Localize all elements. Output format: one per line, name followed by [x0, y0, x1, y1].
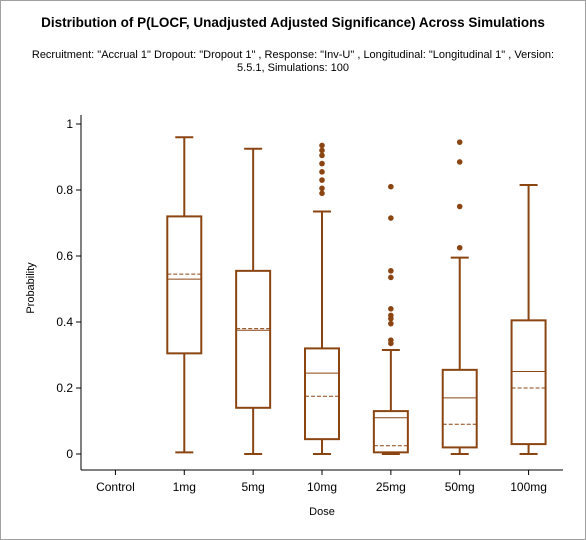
x-tick-label: 5mg — [241, 480, 264, 494]
chart-subtitle: Recruitment: "Accrual 1" Dropout: "Dropo… — [31, 49, 555, 74]
outlier-point — [319, 185, 325, 192]
x-tick-label: 50mg — [445, 480, 475, 494]
box-1mg — [166, 136, 203, 454]
y-axis-label: Probability — [25, 262, 37, 314]
y-tick-label: 0.2 — [56, 381, 73, 395]
iqr-box — [166, 215, 203, 355]
outlier-point — [456, 203, 463, 210]
chart-title: Distribution of P(LOCF, Unadjusted Adjus… — [41, 15, 545, 30]
outlier-point — [388, 215, 394, 221]
outlier-point — [388, 274, 394, 281]
box-50mg — [441, 139, 478, 455]
x-axis-label: Dose — [309, 506, 335, 518]
y-tick-label: 0 — [66, 447, 73, 461]
box-10mg — [304, 142, 340, 455]
iqr-box — [235, 269, 272, 409]
outlier-point — [388, 312, 394, 319]
box-100mg — [510, 184, 547, 455]
x-tick-label: 10mg — [307, 480, 337, 494]
x-tick-label: 25mg — [376, 480, 406, 494]
outlier-point — [319, 142, 325, 149]
outlier-point — [456, 159, 463, 165]
box-5mg — [235, 147, 272, 455]
boxes — [166, 136, 547, 455]
box-25mg — [372, 183, 409, 455]
outlier-point — [319, 190, 325, 197]
outlier-point — [319, 160, 325, 167]
iqr-box — [304, 347, 340, 441]
y-tick-label: 0.4 — [56, 315, 73, 329]
outlier-point — [456, 244, 463, 251]
iqr-box — [441, 368, 478, 449]
outlier-point — [388, 320, 394, 327]
outlier-point — [388, 306, 394, 312]
outlier-point — [319, 147, 325, 154]
outlier-point — [456, 139, 463, 145]
outlier-point — [319, 152, 325, 159]
x-tick-label: Control — [96, 480, 135, 494]
y-tick-label: 1 — [66, 117, 73, 131]
y-tick-label: 0.6 — [56, 249, 73, 263]
x-tick-label: 1mg — [173, 480, 196, 494]
outlier-point — [388, 183, 394, 190]
x-tick-label: 100mg — [510, 480, 547, 494]
outlier-point — [388, 337, 394, 343]
axes: 0 0.2 0.4 0.6 0.8 1 Control 1mg 5mg 10mg 25mg 50mg 1… — [56, 115, 563, 494]
outlier-point — [319, 177, 325, 183]
outlier-point — [319, 169, 325, 175]
iqr-box — [510, 319, 547, 446]
y-tick-label: 0.8 — [56, 183, 73, 197]
outlier-point — [388, 268, 394, 274]
